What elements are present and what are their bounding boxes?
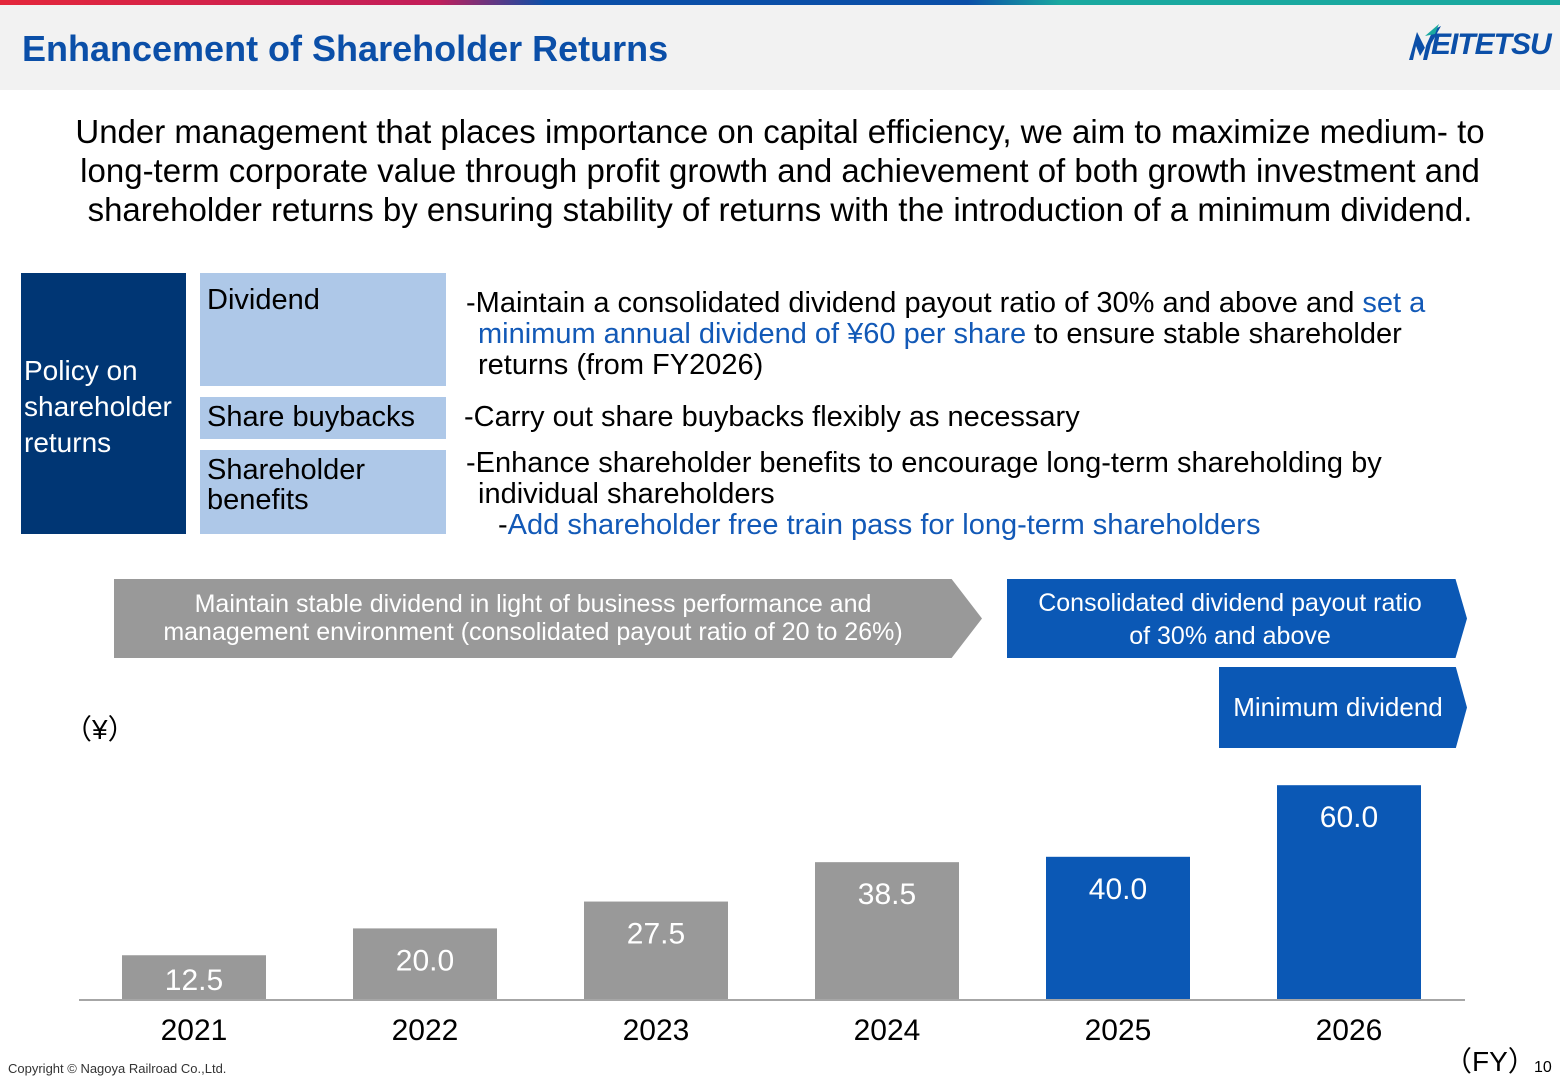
logo-text: EITETSU — [1431, 28, 1552, 61]
policy-heading-line: returns — [24, 427, 112, 458]
banner-line: Maintain stable dividend in light of bus… — [194, 590, 872, 618]
desc-highlight: set a — [1362, 287, 1426, 319]
desc-text: -Maintain a consolidated dividend payout… — [466, 287, 1363, 319]
minimum-dividend-banner: Minimum dividend — [1219, 667, 1467, 748]
meitetsu-logo: EITETSU — [1405, 22, 1552, 66]
x-tick-label: 2025 — [1085, 1014, 1152, 1047]
x-tick-label: 2023 — [623, 1014, 690, 1047]
data-label: 38.5 — [858, 878, 916, 911]
data-label: 27.5 — [627, 918, 685, 951]
bar-2025 — [1046, 856, 1190, 1000]
banner-line: management environment (consolidated pay… — [163, 618, 903, 646]
bar-2024 — [815, 862, 959, 1000]
x-tick-label: 2026 — [1316, 1014, 1383, 1047]
buybacks-description: -Carry out share buybacks flexibly as ne… — [464, 401, 1080, 433]
dividend-description: -Maintain a consolidated dividend payout… — [466, 288, 1425, 381]
bar-2023 — [584, 901, 728, 1000]
bar-2026 — [1277, 785, 1421, 1000]
data-label: 40.0 — [1089, 873, 1147, 906]
banner-line: Consolidated dividend payout ratio — [1038, 589, 1422, 617]
category-share-buybacks: Share buybacks — [200, 397, 446, 439]
desc-highlight: minimum annual dividend of ¥60 per share — [478, 318, 1027, 350]
dividend-bar-chart: 12.5 2021 20.0 2022 27.5 2023 38.5 2024 40.0 2025… — [79, 785, 1465, 1047]
copyright-notice: Copyright © Nagoya Railroad Co.,Ltd. — [8, 1061, 227, 1076]
page-number: 10 — [1534, 1059, 1552, 1076]
category-dividend: Dividend — [200, 273, 446, 386]
data-label: 12.5 — [165, 964, 223, 997]
desc-text: to ensure stable shareholder — [1026, 318, 1402, 350]
bar-2022 — [353, 928, 497, 1000]
header-accent-line — [0, 0, 1560, 5]
intro-line: long-term corporate value through profit… — [80, 152, 1480, 189]
desc-text: individual shareholders — [478, 478, 775, 510]
bar-2021 — [122, 955, 266, 1000]
policy-heading-line: Policy on — [24, 355, 138, 386]
data-label: 60.0 — [1320, 801, 1378, 834]
x-tick-label: 2022 — [392, 1014, 459, 1047]
page-title: Enhancement of Shareholder Returns — [22, 28, 669, 69]
desc-text: -Enhance shareholder benefits to encoura… — [466, 447, 1382, 479]
desc-text: returns (from FY2026) — [478, 349, 764, 381]
intro-line: shareholder returns by ensuring stabilit… — [87, 191, 1473, 228]
category-label: Shareholder — [207, 454, 365, 486]
y-axis-unit-label: （¥） — [64, 714, 136, 745]
benefits-description: -Enhance shareholder benefits to encoura… — [466, 448, 1382, 541]
intro-paragraph: Under management that places importance … — [0, 112, 1560, 229]
logo-mark-icon — [1409, 24, 1441, 60]
category-shareholder-benefits: Shareholder benefits — [200, 450, 446, 534]
banner-line: of 30% and above — [1129, 622, 1331, 650]
x-tick-label: 2024 — [854, 1014, 921, 1047]
header-band — [0, 5, 1560, 90]
category-label: Share buybacks — [207, 401, 415, 433]
data-label: 20.0 — [396, 944, 454, 977]
policy-heading-box: Policy on shareholder returns — [21, 273, 186, 534]
payout-ratio-banner: Consolidated dividend payout ratio of 30… — [1007, 579, 1467, 658]
stable-dividend-banner: Maintain stable dividend in light of bus… — [114, 579, 982, 658]
category-label: Dividend — [207, 284, 320, 316]
category-label: benefits — [207, 484, 309, 516]
policy-heading-line: shareholder — [24, 391, 172, 422]
desc-highlight: Add shareholder free train pass for long… — [507, 509, 1261, 541]
intro-line: Under management that places importance … — [75, 113, 1485, 150]
x-tick-label: 2021 — [161, 1014, 228, 1047]
x-axis-unit-label: （FY） — [1444, 1046, 1536, 1077]
desc-text: - — [498, 509, 508, 541]
